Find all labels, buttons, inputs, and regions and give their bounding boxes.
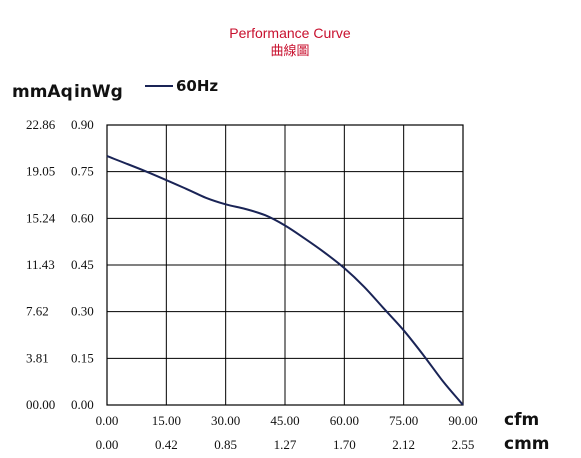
series-line-60hz <box>106 155 464 406</box>
x-tick-label-cmm: 0.42 <box>155 437 178 452</box>
y-tick-label-inwg: 0.00 <box>71 397 94 412</box>
y-unit-mmaq: mmAq <box>12 82 73 102</box>
x-tick-label-cmm: 1.70 <box>333 437 356 452</box>
x-tick-label-cmm: 0.00 <box>96 437 119 452</box>
x-tick-label-cfm: 90.00 <box>448 413 477 428</box>
x-tick-label-cfm: 45.00 <box>270 413 299 428</box>
y-tick-label-inwg: 0.75 <box>71 164 94 179</box>
y-tick-label-inwg: 0.30 <box>71 304 94 319</box>
grid <box>106 124 464 406</box>
x-unit-cmm: cmm <box>504 434 550 454</box>
x-tick-label-cmm: 2.55 <box>452 437 475 452</box>
y-tick-label-mmaq: 3.81 <box>26 350 49 365</box>
y-tick-label-mmaq: 15.24 <box>26 210 56 225</box>
tick-labels: 0.00 15.00 30.00 45.00 60.00 75.00 90.000.00 0.… <box>26 117 478 452</box>
x-tick-label-cmm: 0.85 <box>214 437 237 452</box>
chart-title-zh: 曲線圖 <box>270 43 309 59</box>
x-tick-label-cfm: 60.00 <box>330 413 359 428</box>
x-tick-label-cfm: 0.00 <box>96 413 119 428</box>
curve-layer <box>106 155 464 406</box>
y-tick-label-mmaq: 22.86 <box>26 117 56 132</box>
x-tick-label-cmm: 1.27 <box>274 437 297 452</box>
chart-title: Performance Curve <box>229 25 351 41</box>
plot-frame <box>106 124 464 406</box>
y-unit-inwg: inWg <box>74 82 123 102</box>
x-tick-label-cmm: 2.12 <box>392 437 415 452</box>
y-tick-label-inwg: 0.60 <box>71 210 94 225</box>
y-tick-label-inwg: 0.90 <box>71 117 94 132</box>
y-tick-label-inwg: 0.45 <box>71 257 94 272</box>
legend-label: 60Hz <box>176 77 218 95</box>
x-tick-label-cfm: 15.00 <box>152 413 181 428</box>
x-tick-label-cfm: 75.00 <box>389 413 418 428</box>
y-tick-label-mmaq: 11.43 <box>26 257 55 272</box>
y-tick-label-mmaq: 7.62 <box>26 304 49 319</box>
x-tick-label-cfm: 30.00 <box>211 413 240 428</box>
y-tick-label-mmaq: 19.05 <box>26 164 55 179</box>
x-unit-cfm: cfm <box>504 410 539 430</box>
y-tick-label-mmaq: 00.00 <box>26 397 55 412</box>
y-tick-label-inwg: 0.15 <box>71 350 94 365</box>
